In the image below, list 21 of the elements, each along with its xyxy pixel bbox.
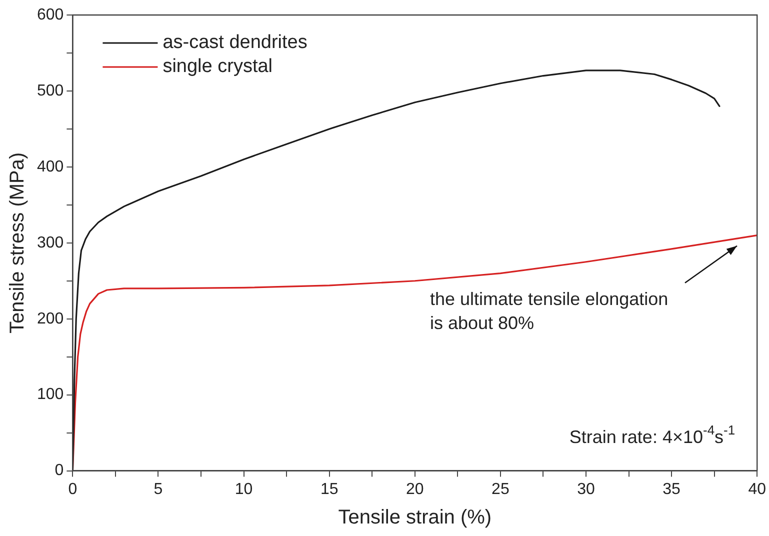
y-tick-label: 100 xyxy=(36,386,64,404)
x-tick-label: 5 xyxy=(154,480,163,498)
y-tick-label: 500 xyxy=(36,82,64,100)
x-tick-label: 10 xyxy=(234,480,253,498)
legend-label: single crystal xyxy=(162,56,273,78)
x-tick-label: 20 xyxy=(406,480,424,498)
x-tick-label: 0 xyxy=(68,480,78,498)
x-axis-title: Tensile strain (%) xyxy=(338,506,492,529)
x-tick-label: 15 xyxy=(320,480,338,498)
x-tick-label: 30 xyxy=(577,480,595,498)
y-tick-label: 0 xyxy=(54,462,64,480)
y-tick-label: 400 xyxy=(36,158,64,176)
x-tick-label: 25 xyxy=(492,480,510,498)
y-tick-label: 200 xyxy=(36,310,64,328)
x-tick-label: 40 xyxy=(748,480,766,498)
annotation: the ultimate tensile elongation is about 80% xyxy=(430,288,668,333)
x-tick-label: 35 xyxy=(662,480,681,498)
y-tick-label: 600 xyxy=(36,6,64,24)
legend-label: as-cast dendrites xyxy=(162,32,308,54)
y-tick-label: 300 xyxy=(36,234,64,252)
y-axis-title: Tensile stress (MPa) xyxy=(6,152,29,334)
